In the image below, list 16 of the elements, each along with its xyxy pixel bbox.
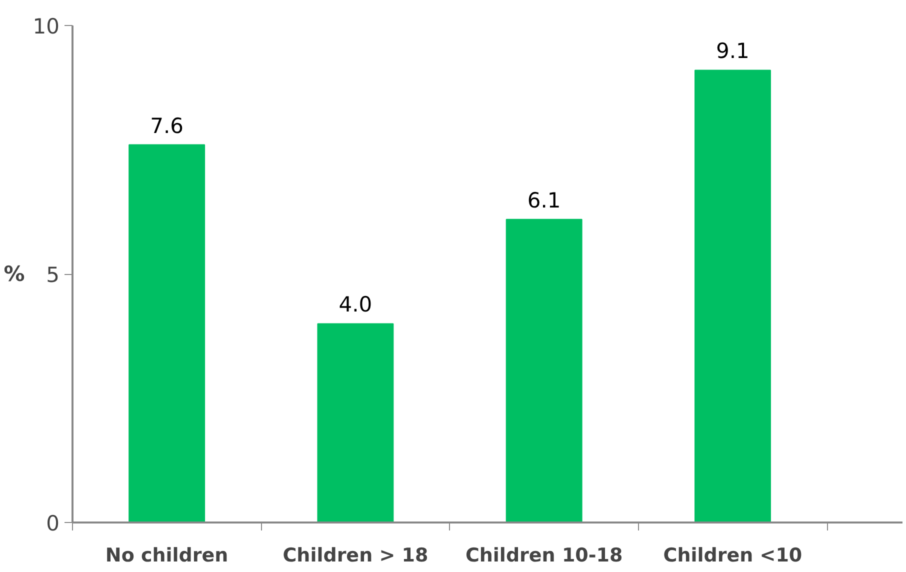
y-tick-label: 10 (32, 14, 60, 38)
x-tick-label: No children (105, 544, 228, 566)
x-tick-label: Children > 18 (282, 544, 428, 566)
bar (694, 70, 771, 522)
bar (317, 323, 394, 522)
y-axis-title: % (4, 262, 25, 286)
data-label: 7.6 (150, 114, 184, 138)
x-tick-label: Children <10 (663, 544, 802, 566)
data-label: 6.1 (527, 188, 561, 212)
y-tick-label: 0 (46, 512, 60, 536)
x-tick-label: Children 10-18 (465, 544, 623, 566)
y-tick-label: 5 (46, 263, 60, 287)
bar (128, 144, 206, 522)
bar (506, 218, 582, 522)
data-label: 4.0 (338, 292, 372, 317)
data-label: 9.1 (716, 39, 750, 64)
